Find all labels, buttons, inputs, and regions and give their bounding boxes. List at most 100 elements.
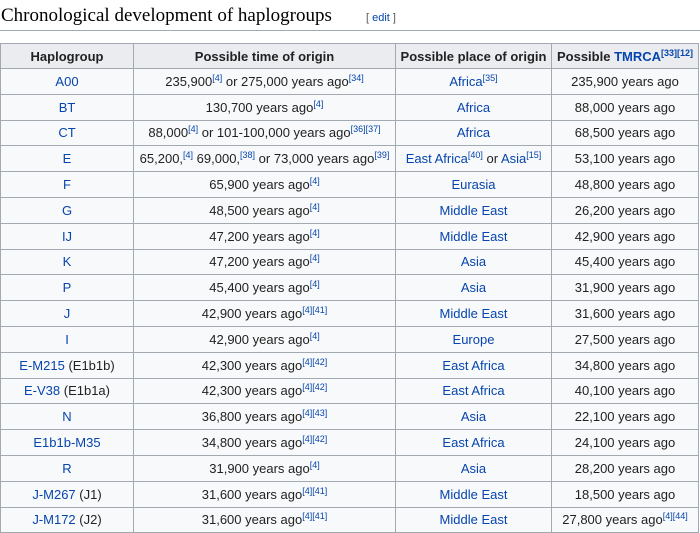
cell-link[interactable]: E-V38 xyxy=(23,383,61,399)
cell-link[interactable]: J-M267 xyxy=(32,486,76,502)
cell-link[interactable]: Middle East xyxy=(439,202,508,218)
reference[interactable]: [4] xyxy=(212,72,223,83)
cell-text: or 275,000 years ago xyxy=(222,73,349,89)
cell-link[interactable]: BT xyxy=(58,99,76,115)
table-cell: 31,900 years ago[4] xyxy=(133,454,396,482)
cell-text: 42,900 years ago xyxy=(201,306,303,322)
cell-link[interactable]: Eurasia xyxy=(451,177,496,193)
reference[interactable]: [4][41] xyxy=(302,305,328,316)
cell-text: 28,200 years ago xyxy=(574,460,676,476)
table-cell: A00 xyxy=(0,68,134,95)
cell-link[interactable]: Africa xyxy=(449,73,483,89)
table-cell: 18,500 years ago xyxy=(551,480,699,508)
cell-link[interactable]: Asia xyxy=(460,409,487,425)
table-cell: Asia xyxy=(395,248,552,276)
cell-link[interactable]: CT xyxy=(58,125,76,141)
cell-link[interactable]: J-M172 xyxy=(32,512,76,528)
cell-link[interactable]: P xyxy=(62,280,72,296)
cell-link[interactable]: East Africa xyxy=(405,151,468,167)
cell-link[interactable]: E xyxy=(62,151,72,167)
table-cell: 31,600 years ago[4][41] xyxy=(133,480,396,508)
cell-link[interactable]: TMRCA xyxy=(614,48,661,64)
reference[interactable]: [35] xyxy=(482,72,498,83)
column-header: Possible TMRCA[33][12] xyxy=(551,43,699,69)
cell-link[interactable]: Middle East xyxy=(439,512,508,528)
reference[interactable]: [4] xyxy=(309,459,320,470)
cell-link[interactable]: G xyxy=(61,202,73,218)
reference[interactable]: [39] xyxy=(374,150,390,161)
cell-link[interactable]: Asia xyxy=(460,460,487,476)
reference[interactable]: [38] xyxy=(240,150,256,161)
table-cell: 24,100 years ago xyxy=(551,429,699,456)
edit-link[interactable]: [ edit ] xyxy=(366,12,396,24)
table-row: A00 235,900[4] or 275,000 years ago[34] Af… xyxy=(0,68,699,95)
reference[interactable]: [15] xyxy=(526,150,542,161)
cell-link[interactable]: East Africa xyxy=(442,357,505,373)
cell-link[interactable]: Middle East xyxy=(439,228,508,244)
table-cell: 42,900 years ago[4][41] xyxy=(133,300,396,327)
reference[interactable]: [4][41] xyxy=(302,511,328,522)
table-cell: E-M215 (E1b1b) xyxy=(0,351,134,379)
reference[interactable]: [34] xyxy=(348,72,364,83)
cell-link[interactable]: Europe xyxy=(452,331,495,347)
cell-text: 18,500 years ago xyxy=(574,486,676,502)
table-cell: 235,900[4] or 275,000 years ago[34] xyxy=(133,68,396,95)
cell-text: 48,500 years ago xyxy=(209,202,310,218)
table-cell: N xyxy=(0,403,134,431)
table-cell: 34,800 years ago[4][42] xyxy=(133,429,396,456)
table-row: E1b1b-M35 34,800 years ago[4][42] East Afr… xyxy=(0,429,699,456)
cell-link[interactable]: Africa xyxy=(456,125,491,141)
cell-link[interactable]: East Africa xyxy=(442,383,505,399)
reference[interactable]: [4][43] xyxy=(302,408,328,419)
cell-link[interactable]: Asia xyxy=(500,151,527,167)
edit-text[interactable]: edit xyxy=(372,12,390,24)
table-cell: 45,400 years ago[4] xyxy=(133,274,396,302)
reference[interactable]: [40] xyxy=(467,150,483,161)
cell-link[interactable]: East Africa xyxy=(442,435,505,451)
table-cell: 42,300 years ago[4][42] xyxy=(133,351,396,379)
cell-link[interactable]: F xyxy=(63,177,71,193)
cell-link[interactable]: J xyxy=(63,306,71,322)
cell-text: or xyxy=(482,151,501,167)
cell-link[interactable]: K xyxy=(62,254,72,270)
reference[interactable]: [33][12] xyxy=(661,47,694,58)
reference[interactable]: [4][42] xyxy=(302,356,328,367)
table-cell: 48,800 years ago xyxy=(551,171,699,198)
table-row: J-M267 (J1) 31,600 years ago[4][41] Middle… xyxy=(0,480,699,508)
cell-link[interactable]: Middle East xyxy=(439,486,508,502)
cell-link[interactable]: A00 xyxy=(55,73,79,89)
reference[interactable]: [4] xyxy=(309,253,320,264)
reference[interactable]: [4] xyxy=(183,150,194,161)
reference[interactable]: [4] xyxy=(309,201,320,212)
cell-text: 65,200, xyxy=(139,151,184,167)
heading-rule xyxy=(0,30,700,31)
reference[interactable]: [36][37] xyxy=(350,124,381,135)
cell-link[interactable]: I xyxy=(65,331,69,347)
cell-link[interactable]: Asia xyxy=(460,254,487,270)
cell-link[interactable]: E1b1b-M35 xyxy=(33,435,101,451)
cell-link[interactable]: N xyxy=(62,409,72,425)
reference[interactable]: [4][44] xyxy=(662,511,688,522)
reference[interactable]: [4][41] xyxy=(302,485,328,496)
cell-link[interactable]: Africa xyxy=(456,99,491,115)
cell-text: 65,900 years ago xyxy=(209,177,310,193)
cell-link[interactable]: E-M215 xyxy=(19,357,65,373)
table-cell: 31,900 years ago xyxy=(551,274,699,302)
cell-link[interactable]: R xyxy=(62,460,72,476)
reference[interactable]: [4][42] xyxy=(302,434,328,445)
reference[interactable]: [4] xyxy=(188,124,199,135)
reference[interactable]: [4] xyxy=(313,98,324,109)
reference[interactable]: [4] xyxy=(309,176,320,187)
table-row: E 65,200,[4] 69,000,[38] or 73,000 years … xyxy=(0,145,699,173)
cell-text: (J2) xyxy=(75,512,102,528)
table-cell: 88,000 years ago xyxy=(551,93,699,121)
reference[interactable]: [4] xyxy=(309,330,320,341)
reference[interactable]: [4] xyxy=(309,227,320,238)
cell-text: 26,200 years ago xyxy=(574,202,676,218)
cell-text: or 101-100,000 years ago xyxy=(198,125,351,141)
reference[interactable]: [4] xyxy=(309,279,320,290)
cell-link[interactable]: Middle East xyxy=(439,306,508,322)
reference[interactable]: [4][42] xyxy=(302,382,328,393)
cell-link[interactable]: Asia xyxy=(460,280,487,296)
cell-link[interactable]: IJ xyxy=(61,228,73,244)
